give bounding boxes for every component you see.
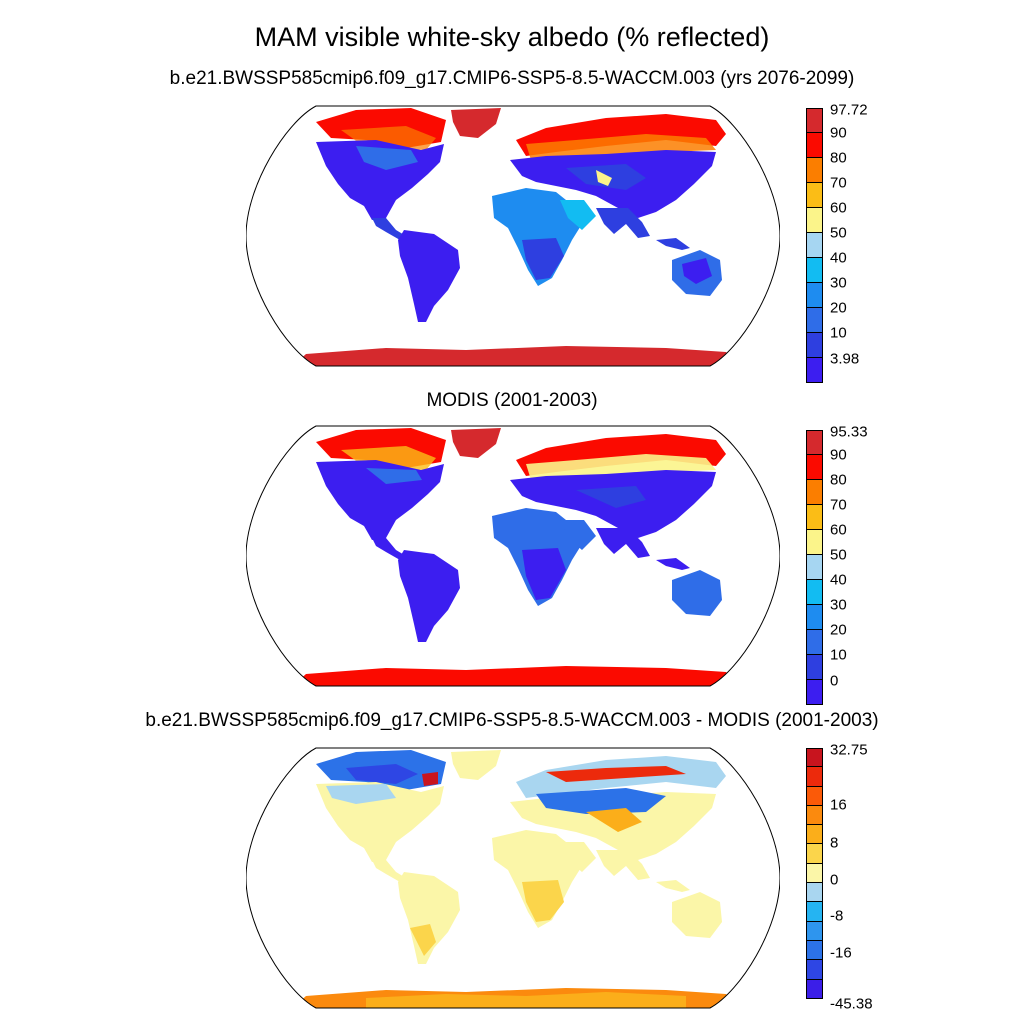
colorbar-cell <box>806 960 823 980</box>
colorbar-label: 90 <box>830 124 847 142</box>
colorbar-cell <box>806 767 823 787</box>
colorbar-label: 16 <box>830 796 847 814</box>
colorbar-cell <box>806 480 823 505</box>
colorbar-label: 95.33 <box>830 423 868 441</box>
colorbar-label: 30 <box>830 274 847 292</box>
panel-3-map <box>246 747 780 1009</box>
colorbar-label: 20 <box>830 299 847 317</box>
colorbar-cell <box>806 863 823 884</box>
colorbar-label: 60 <box>830 199 847 217</box>
panel-1-colorbar <box>806 108 823 383</box>
colorbar-cell <box>806 108 823 133</box>
colorbar-label: 10 <box>830 646 847 664</box>
colorbar-label: 70 <box>830 174 847 192</box>
colorbar-cell <box>806 630 823 655</box>
colorbar-label: 90 <box>830 446 847 464</box>
colorbar-label: -45.38 <box>830 995 873 1013</box>
main-title: MAM visible white-sky albedo (% reflecte… <box>254 22 770 52</box>
colorbar-cell <box>806 844 823 864</box>
colorbar-cell <box>806 308 823 333</box>
colorbar-label: 80 <box>830 149 847 167</box>
panel-1-map <box>246 105 780 367</box>
colorbar-cell <box>806 183 823 208</box>
colorbar-cell <box>806 430 823 455</box>
colorbar-cell <box>806 358 823 383</box>
panel-1-title: b.e21.BWSSP585cmip6.f09_g17.CMIP6-SSP5-8… <box>169 68 855 89</box>
colorbar-label: 30 <box>830 596 847 614</box>
colorbar-cell <box>806 805 823 826</box>
colorbar-label: 8 <box>830 834 839 852</box>
colorbar-label: 97.72 <box>830 101 868 119</box>
colorbar-cell <box>806 605 823 630</box>
colorbar-cell <box>806 158 823 183</box>
colorbar-label: 0 <box>830 871 839 889</box>
colorbar-label: 60 <box>830 521 847 539</box>
panel-3-colorbar <box>806 748 823 999</box>
colorbar-cell <box>806 455 823 480</box>
colorbar-label: -8 <box>830 907 844 925</box>
colorbar-cell <box>806 940 823 961</box>
colorbar-label: 50 <box>830 546 847 564</box>
colorbar-cell <box>806 825 823 845</box>
colorbar-label: 50 <box>830 224 847 242</box>
colorbar-cell <box>806 233 823 258</box>
colorbar-cell <box>806 283 823 308</box>
panel-3-title: b.e21.BWSSP585cmip6.f09_g17.CMIP6-SSP5-8… <box>145 710 879 731</box>
colorbar-label: 3.98 <box>830 350 860 368</box>
colorbar-cell <box>806 555 823 580</box>
colorbar-cell <box>806 133 823 158</box>
colorbar-label: 0 <box>830 672 839 690</box>
colorbar-cell <box>806 680 823 705</box>
colorbar-cell <box>806 883 823 903</box>
colorbar-cell <box>806 921 823 941</box>
colorbar-label: 80 <box>830 471 847 489</box>
colorbar-label: 40 <box>830 571 847 589</box>
panel-2-map <box>246 425 780 687</box>
colorbar-cell <box>806 208 823 233</box>
colorbar-label: 20 <box>830 621 847 639</box>
colorbar-cell <box>806 902 823 922</box>
colorbar-cell <box>806 748 823 768</box>
colorbar-cell <box>806 786 823 806</box>
colorbar-cell <box>806 979 823 999</box>
colorbar-label: 70 <box>830 496 847 514</box>
colorbar-label: 10 <box>830 324 847 342</box>
colorbar-cell <box>806 333 823 358</box>
panel-2-colorbar <box>806 430 823 705</box>
colorbar-label: -16 <box>830 944 852 962</box>
colorbar-cell <box>806 655 823 680</box>
colorbar-label: 32.75 <box>830 741 868 759</box>
colorbar-label: 40 <box>830 249 847 267</box>
colorbar-cell <box>806 530 823 555</box>
colorbar-cell <box>806 580 823 605</box>
colorbar-cell <box>806 505 823 530</box>
colorbar-cell <box>806 258 823 283</box>
panel-2-title: MODIS (2001-2003) <box>426 390 598 411</box>
